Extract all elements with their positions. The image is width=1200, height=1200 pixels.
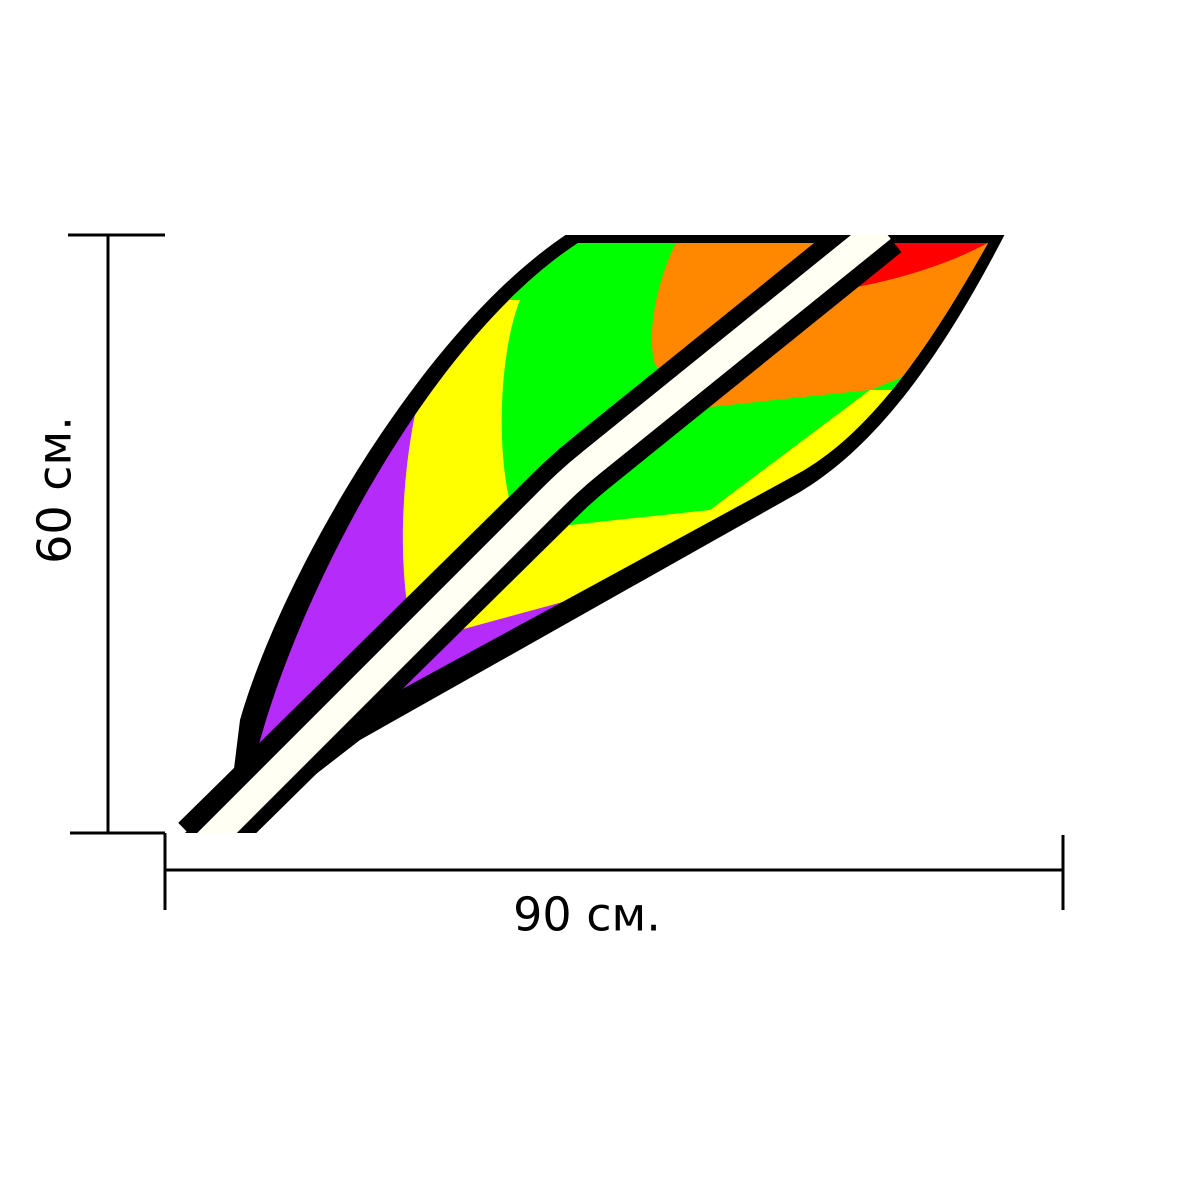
height-label: 60 см. xyxy=(28,416,82,564)
width-label: 90 см. xyxy=(513,888,661,942)
feather xyxy=(178,235,1005,833)
dimension-lines xyxy=(68,233,1065,910)
